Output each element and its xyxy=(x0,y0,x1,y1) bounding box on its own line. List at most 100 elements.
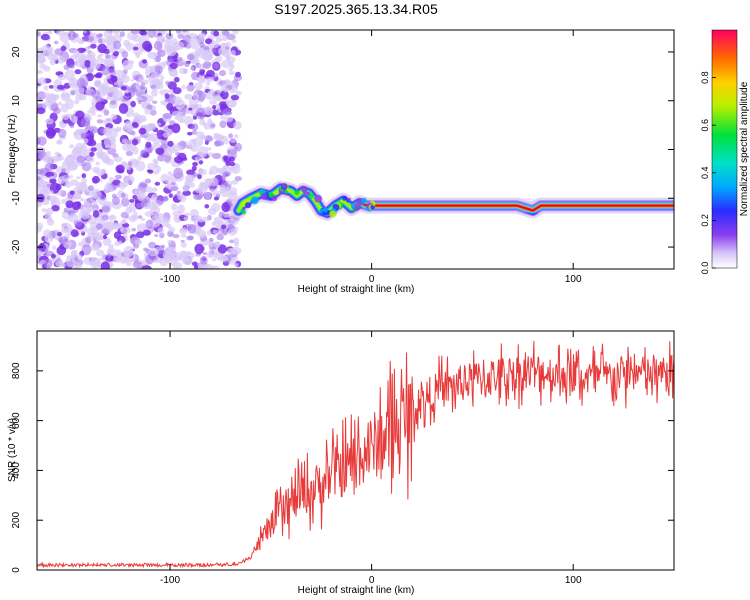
noise-blob xyxy=(84,121,91,127)
noise-blob xyxy=(164,93,170,99)
noise-blob xyxy=(208,207,217,216)
noise-blob xyxy=(83,138,89,144)
noise-blob xyxy=(121,86,127,91)
noise-blob xyxy=(203,186,208,189)
noise-blob xyxy=(121,218,127,225)
noise-blob xyxy=(162,112,173,119)
noise-blob xyxy=(96,150,103,157)
noise-blob xyxy=(197,173,202,180)
noise-blob xyxy=(119,226,124,232)
noise-blob xyxy=(132,138,138,146)
noise-blob xyxy=(213,62,220,69)
noise-blob xyxy=(171,203,178,211)
noise-blob xyxy=(144,178,152,184)
noise-blob xyxy=(124,90,129,94)
noise-blob xyxy=(179,250,189,262)
noise-blob xyxy=(150,196,156,201)
signal-blob xyxy=(314,194,322,203)
noise-blob xyxy=(160,100,166,106)
noise-blob xyxy=(99,257,106,262)
noise-blob xyxy=(42,198,50,206)
signal-blob xyxy=(274,190,279,195)
noise-blob xyxy=(37,180,47,189)
noise-blob xyxy=(109,100,117,105)
noise-blob xyxy=(130,100,136,108)
noise-blob xyxy=(121,143,133,152)
noise-blob xyxy=(61,222,72,233)
colorbar-ticks: 0.0 0.2 0.4 0.6 0.8 xyxy=(700,71,716,274)
noise-blob xyxy=(91,89,101,99)
noise-blob xyxy=(121,197,130,207)
noise-blob xyxy=(82,30,87,34)
noise-blob xyxy=(61,168,66,174)
noise-blob xyxy=(227,247,236,255)
noise-blob xyxy=(119,31,126,38)
noise-blob xyxy=(96,119,104,124)
noise-blob xyxy=(194,243,204,255)
noise-blob xyxy=(181,59,186,63)
noise-blob xyxy=(121,50,129,59)
noise-blob xyxy=(188,36,200,49)
noise-blob xyxy=(209,99,217,105)
noise-blob xyxy=(37,107,46,115)
noise-blob xyxy=(94,79,102,88)
noise-blob xyxy=(184,61,190,68)
noise-blob xyxy=(61,198,67,205)
noise-blob xyxy=(130,79,135,82)
noise-blob xyxy=(109,176,115,182)
noise-blob xyxy=(103,183,113,192)
colorbar-tick-label: 0.0 xyxy=(700,262,710,275)
noise-blob xyxy=(212,105,217,110)
noise-blob xyxy=(89,229,99,239)
noise-blob xyxy=(71,201,81,210)
noise-blob xyxy=(130,30,141,35)
noise-blob xyxy=(92,201,98,206)
noise-blob xyxy=(132,194,138,200)
noise-blob xyxy=(72,33,79,38)
noise-blob xyxy=(46,94,58,105)
noise-blob xyxy=(74,192,81,200)
noise-blob xyxy=(63,64,70,71)
noise-blob xyxy=(107,147,117,155)
noise-blob xyxy=(73,220,83,227)
noise-blob xyxy=(193,172,198,177)
noise-blob xyxy=(218,211,225,218)
noise-blob xyxy=(102,234,108,240)
noise-blob xyxy=(146,123,156,131)
noise-blob xyxy=(227,99,237,108)
noise-blob xyxy=(192,92,199,101)
noise-blob xyxy=(203,191,212,200)
noise-blob xyxy=(188,138,197,148)
noise-blob xyxy=(228,148,237,157)
noise-blob xyxy=(136,202,145,209)
noise-blob xyxy=(48,85,54,89)
signal-blob xyxy=(250,196,259,205)
noise-blob xyxy=(191,130,197,135)
noise-blob xyxy=(208,237,214,243)
y-tick-label: 400 xyxy=(11,462,22,479)
noise-blob xyxy=(50,253,56,259)
noise-blob xyxy=(69,144,75,149)
noise-blob xyxy=(124,175,135,185)
x-tick-label: 100 xyxy=(565,274,582,285)
noise-blob xyxy=(132,146,139,155)
noise-blob xyxy=(37,250,44,257)
noise-blob xyxy=(148,248,160,257)
noise-blob xyxy=(207,240,215,248)
noise-blob xyxy=(63,174,70,179)
noise-blob xyxy=(180,242,187,248)
noise-blob xyxy=(167,125,173,129)
noise-blob xyxy=(110,223,121,230)
signal-blob xyxy=(329,210,337,218)
noise-blob xyxy=(233,237,240,245)
noise-blob xyxy=(147,169,154,174)
noise-blob xyxy=(166,103,174,111)
noise-blob xyxy=(235,90,242,96)
noise-blob xyxy=(172,87,182,95)
noise-blob xyxy=(142,40,152,51)
noise-blob xyxy=(113,156,123,163)
figure-title: S197.2025.365.13.34.R05 xyxy=(274,1,438,17)
noise-blob xyxy=(91,166,101,173)
y-tick-label: 20 xyxy=(11,46,22,58)
noise-blob xyxy=(174,116,179,121)
